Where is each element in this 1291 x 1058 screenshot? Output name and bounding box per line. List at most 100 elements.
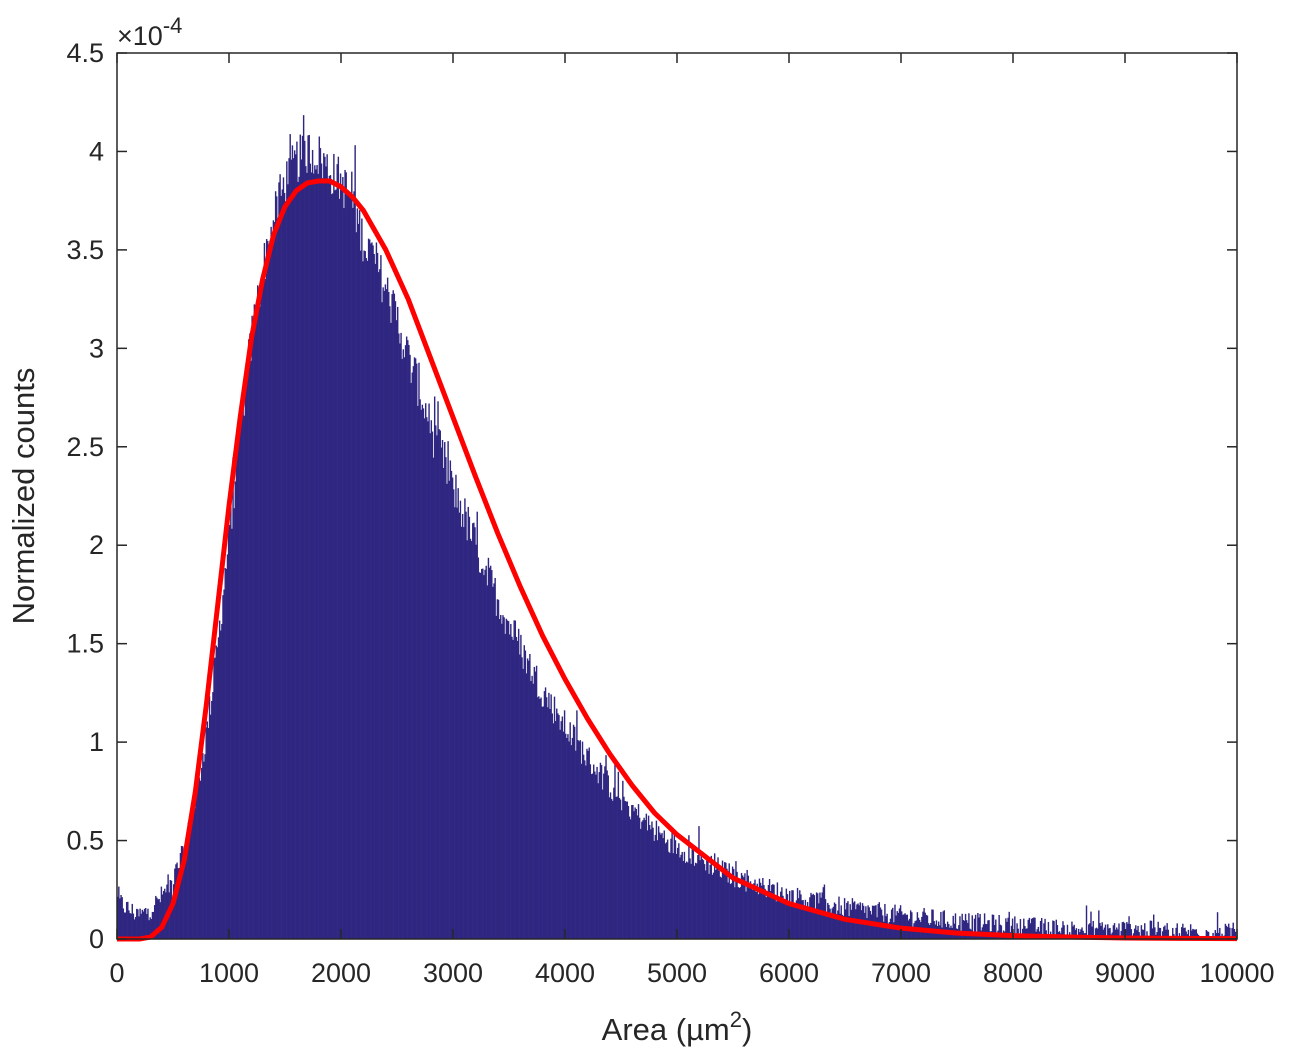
histogram-bar: [264, 278, 267, 939]
histogram-bar: [386, 277, 389, 939]
histogram-bar: [982, 924, 985, 939]
histogram-bar: [162, 890, 165, 939]
histogram-bar: [631, 805, 633, 939]
histogram-bar: [664, 843, 667, 939]
histogram-bar: [534, 671, 537, 939]
y-tick-label: 3: [89, 333, 104, 363]
histogram-bar: [1081, 927, 1083, 939]
histogram-bar: [316, 165, 318, 939]
histogram-bar: [392, 290, 394, 939]
histogram-bar: [500, 614, 502, 939]
histogram-bar: [503, 617, 505, 939]
histogram-bar: [337, 156, 340, 939]
histogram-bar: [547, 707, 549, 939]
histogram-bar: [1172, 927, 1174, 939]
histogram-bar: [708, 873, 710, 939]
histogram-bar: [525, 673, 528, 939]
histogram-bar: [1141, 929, 1144, 939]
histogram-bar: [300, 159, 303, 940]
histogram-bar: [311, 149, 314, 940]
histogram-bar: [753, 883, 755, 939]
histogram-bar: [319, 148, 322, 939]
histogram-bar: [530, 681, 532, 939]
histogram-bar: [456, 507, 458, 939]
histogram-bar: [498, 619, 501, 939]
histogram-bar: [535, 665, 538, 939]
histogram-bar: [633, 811, 635, 939]
histogram-bar: [661, 832, 663, 939]
histogram-bar: [243, 415, 245, 939]
histogram-bar: [812, 893, 814, 939]
histogram-bar: [575, 750, 577, 939]
histogram-bar: [1228, 923, 1230, 939]
histogram-bar: [410, 382, 412, 939]
histogram-bar: [1074, 929, 1077, 939]
histogram-bar: [1121, 922, 1124, 939]
histogram-bar: [635, 808, 637, 939]
histogram-bar: [229, 524, 231, 939]
histogram-bar: [961, 913, 963, 939]
histogram-bar: [459, 500, 462, 939]
histogram-bar: [439, 430, 441, 939]
histogram-bar: [299, 134, 301, 940]
histogram-bar: [991, 914, 994, 939]
histogram-bar: [605, 755, 607, 939]
histogram-bar: [152, 911, 155, 939]
histogram-bar: [569, 722, 571, 939]
histogram-bar: [159, 902, 161, 939]
histogram-bar: [584, 760, 586, 939]
histogram-bar: [204, 754, 206, 939]
histogram-bar: [520, 634, 522, 939]
histogram-bar: [426, 417, 428, 939]
histogram-bar: [441, 439, 444, 939]
histogram-bar: [618, 797, 621, 939]
histogram-bar: [445, 457, 447, 939]
histogram-bar: [712, 872, 715, 939]
histogram-bar: [735, 861, 737, 939]
histogram-bar: [747, 875, 749, 939]
histogram-bar: [451, 477, 454, 939]
histogram-bar: [1104, 924, 1107, 939]
histogram-bar: [418, 362, 420, 940]
histogram-bar: [1219, 927, 1221, 939]
histogram-bar: [365, 258, 368, 940]
histogram-bar: [354, 145, 356, 939]
histogram-bar: [412, 366, 415, 939]
histogram-bar: [595, 774, 597, 939]
x-tick-label: 10000: [1199, 958, 1274, 988]
histogram-bar: [157, 899, 159, 939]
histogram-bar: [1138, 932, 1140, 939]
histogram-bar: [263, 243, 266, 939]
histogram-bar: [782, 895, 784, 939]
histogram-bar: [1167, 929, 1169, 939]
histogram-bar: [140, 913, 142, 939]
histogram-bar: [444, 442, 446, 939]
histogram-bar: [353, 191, 355, 939]
histogram-bar: [449, 460, 452, 939]
histogram-bar: [302, 115, 305, 939]
histogram-bar: [1153, 914, 1155, 939]
histogram-bar: [405, 336, 408, 939]
histogram-bar: [741, 875, 744, 939]
histogram-bar: [657, 826, 660, 939]
histogram-bar: [730, 883, 733, 939]
histogram-bar: [909, 910, 912, 939]
histogram-bar: [1194, 929, 1196, 939]
histogram-bar: [573, 726, 576, 939]
histogram-bar: [845, 909, 847, 939]
histogram-bar: [883, 921, 885, 939]
histogram-bar: [655, 820, 658, 939]
histogram-bar: [674, 840, 677, 939]
histogram-bar: [523, 645, 525, 939]
y-exponent-base: ×10: [117, 21, 163, 51]
histogram-bar: [1028, 917, 1031, 939]
histogram-bar: [118, 886, 120, 939]
histogram-bar: [1185, 931, 1187, 939]
histogram-bar: [1073, 924, 1075, 939]
histogram-bar: [587, 750, 589, 939]
histogram-bar: [529, 653, 531, 939]
histogram-bar: [187, 822, 189, 939]
histogram-bar: [1116, 927, 1118, 939]
histogram-bar: [436, 435, 438, 939]
histogram-bar: [579, 740, 581, 939]
